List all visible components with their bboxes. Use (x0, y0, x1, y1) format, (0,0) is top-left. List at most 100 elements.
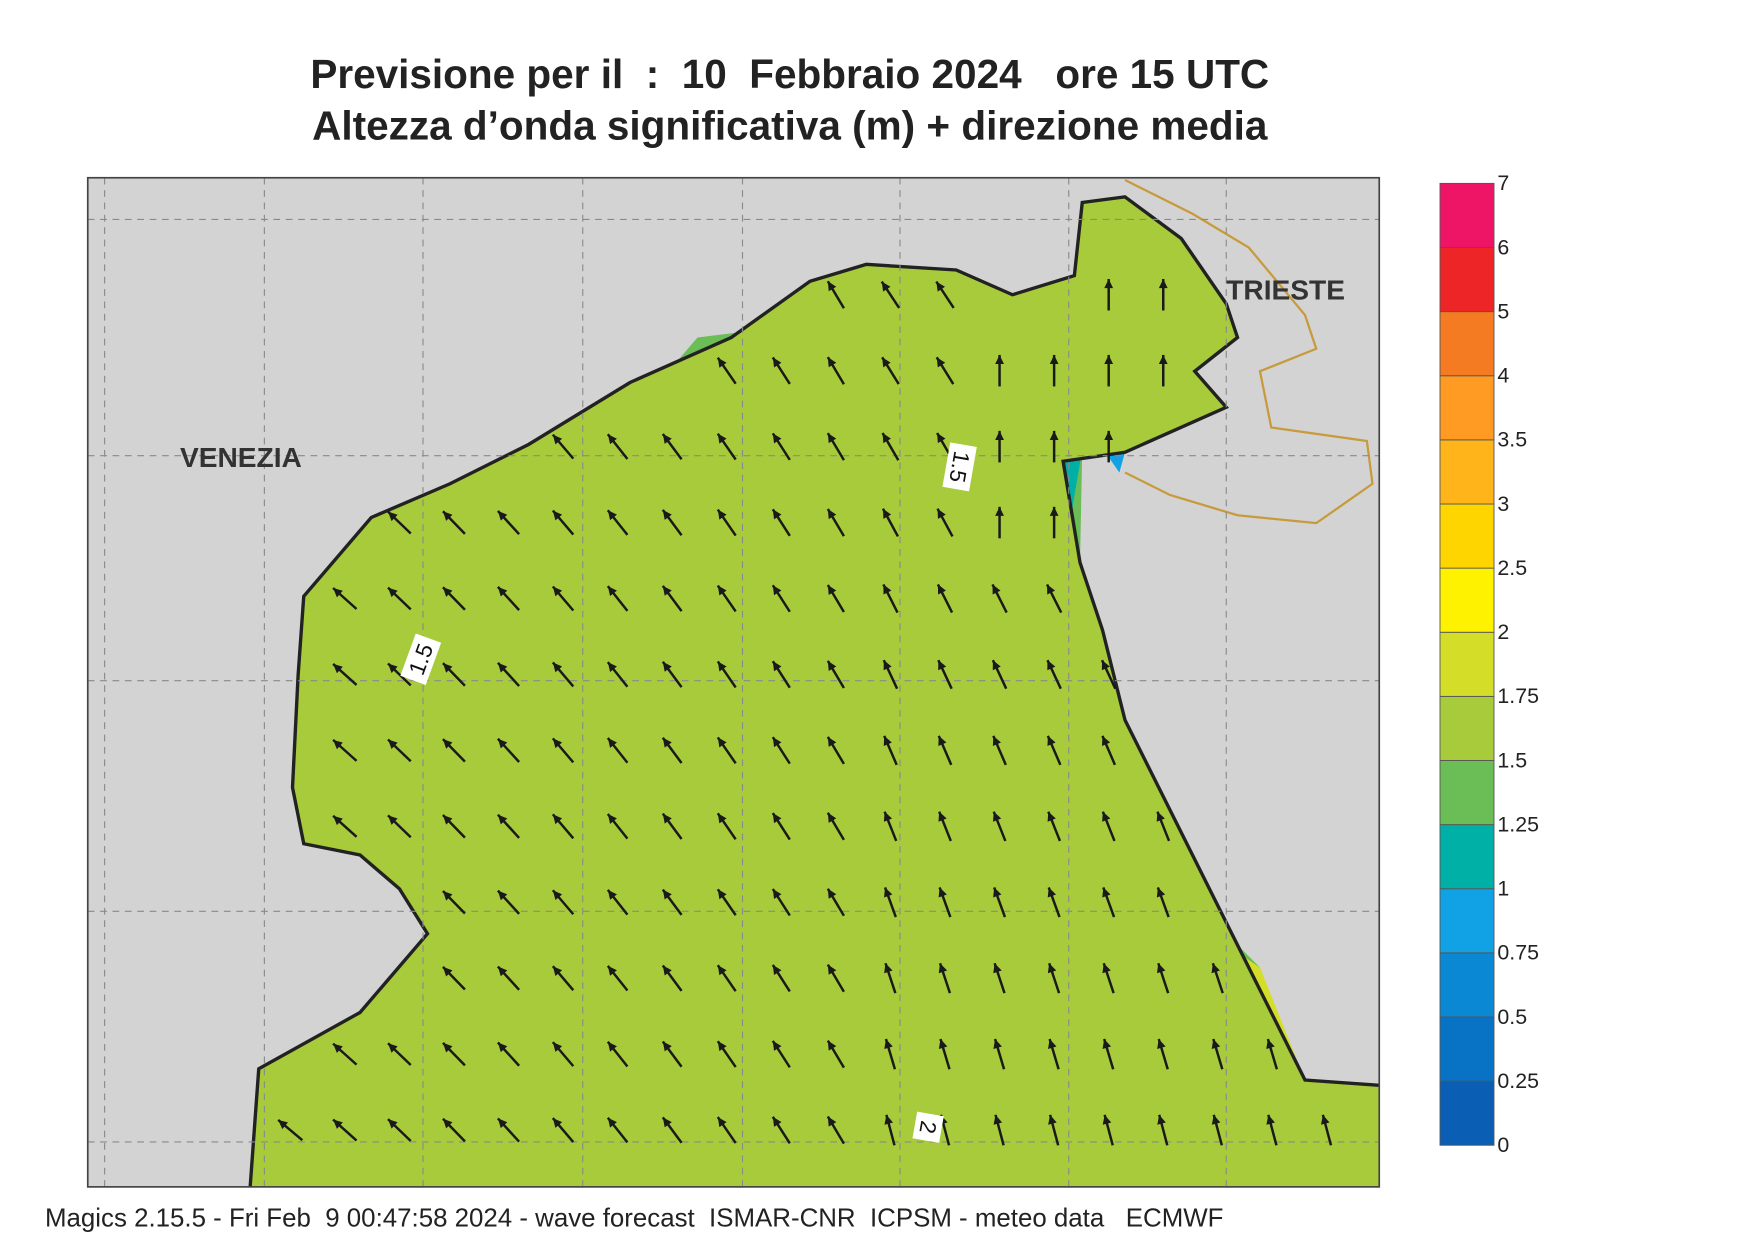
arrow-head (772, 585, 782, 596)
colorbar-swatch (1439, 375, 1495, 441)
arrow-head (772, 964, 782, 975)
arrow-head (497, 662, 508, 673)
arrow-head (333, 1043, 343, 1053)
arrow-head (993, 1114, 1003, 1125)
arrow-head (772, 1116, 782, 1127)
arrow-head (772, 1040, 782, 1051)
arrow-head (1047, 735, 1056, 747)
arrow-head (1101, 660, 1110, 671)
arrow-head (717, 357, 727, 368)
arrow-head (937, 432, 946, 444)
arrow-head (717, 585, 727, 596)
arrow-head (442, 663, 453, 673)
arrow-head (717, 509, 727, 520)
arrow-head (827, 736, 837, 747)
arrow-head (993, 1039, 1002, 1050)
arrow-head (827, 660, 837, 671)
colorbar-label: 0.5 (1497, 1005, 1527, 1029)
arrow-head (388, 1119, 398, 1129)
arrow-head (1049, 354, 1059, 365)
arrow-head (388, 663, 398, 674)
arrow-head (333, 663, 343, 674)
arrow-head (827, 509, 837, 520)
arrow-head (497, 586, 508, 597)
colorbar-swatch (1439, 952, 1495, 1018)
arrow-head (552, 510, 563, 521)
place-label: VENEZIA (180, 442, 302, 473)
colorbar-label: 3.5 (1497, 428, 1527, 452)
arrow-head (993, 963, 1002, 974)
arrow-head (552, 890, 563, 901)
arrow-head (883, 735, 892, 747)
arrow-head (552, 738, 563, 749)
arrow-head (717, 433, 727, 444)
arrow-head (1102, 887, 1111, 898)
arrow-head (993, 811, 1002, 822)
arrow-head (552, 814, 563, 825)
map: VENEZIA TRIESTE 1.5 1.5 2 (87, 177, 1380, 1187)
colorbar: 0 0.25 0.5 0.75 1 1.25 1.5 1.75 2 2.5 3 3.5 4 5 6 7 (1439, 171, 1539, 1157)
arrow-head (827, 1116, 837, 1127)
arrow-head (882, 357, 891, 368)
arrow-head (1048, 1039, 1057, 1050)
arrow-head (442, 1042, 453, 1053)
arrow-head (442, 511, 453, 521)
arrow-head (662, 661, 672, 672)
arrow-head (827, 888, 837, 899)
arrow-head (497, 1118, 508, 1129)
arrow-head (333, 815, 343, 826)
arrow-head (1211, 963, 1220, 974)
arrow-head (717, 1117, 727, 1128)
colorbar-label: 0.25 (1497, 1069, 1539, 1093)
colorbar-swatch (1439, 182, 1495, 248)
arrow-head (497, 966, 508, 977)
contour-label-text: 1.5 (944, 449, 974, 484)
arrow-head (884, 1039, 893, 1050)
arrow-head (552, 586, 563, 597)
arrow-head (442, 815, 453, 825)
arrow-head (1047, 660, 1056, 671)
arrow-head (333, 1119, 343, 1129)
colorbar-swatch (1439, 888, 1495, 954)
colorbar-swatch (1439, 824, 1495, 890)
arrow-head (772, 433, 782, 444)
arrow-head (607, 1117, 617, 1128)
arrow-head (717, 1041, 727, 1052)
arrow-head (882, 508, 892, 519)
arrow-head (1049, 430, 1059, 440)
arrow-head (607, 813, 617, 824)
arrow-head (717, 737, 727, 748)
wave-arrows (277, 279, 1333, 1146)
arrow-head (1049, 506, 1059, 516)
arrow-head (827, 1040, 837, 1051)
arrow-head (937, 584, 946, 595)
arrow-head (772, 737, 782, 748)
arrow-head (388, 815, 398, 825)
arrow-head (1158, 279, 1168, 289)
arrow-head (552, 1042, 563, 1052)
arrow-head (1266, 1114, 1275, 1125)
arrow-head (1266, 1039, 1275, 1050)
arrow-head (938, 887, 947, 898)
arrow-head (442, 587, 453, 597)
arrow-head (662, 889, 672, 900)
arrow-head (827, 964, 837, 975)
arrow-head (497, 1042, 508, 1053)
arrow-head (772, 813, 782, 824)
arrow-head (1047, 887, 1057, 898)
arrow-head (1102, 811, 1111, 822)
colorbar-label: 7 (1497, 171, 1509, 195)
colorbar-label: 2 (1497, 620, 1509, 644)
arrow-head (992, 660, 1001, 671)
arrow-head (992, 584, 1001, 595)
arrow-head (827, 433, 837, 444)
arrow-head (1156, 811, 1165, 822)
arrow-head (827, 584, 837, 596)
arrow-head (772, 357, 782, 368)
arrow-head (717, 813, 727, 824)
arrow-head (717, 889, 727, 900)
colorbar-label: 1.25 (1497, 812, 1539, 836)
arrow-head (1157, 1114, 1166, 1125)
arrow-head (607, 1041, 617, 1052)
